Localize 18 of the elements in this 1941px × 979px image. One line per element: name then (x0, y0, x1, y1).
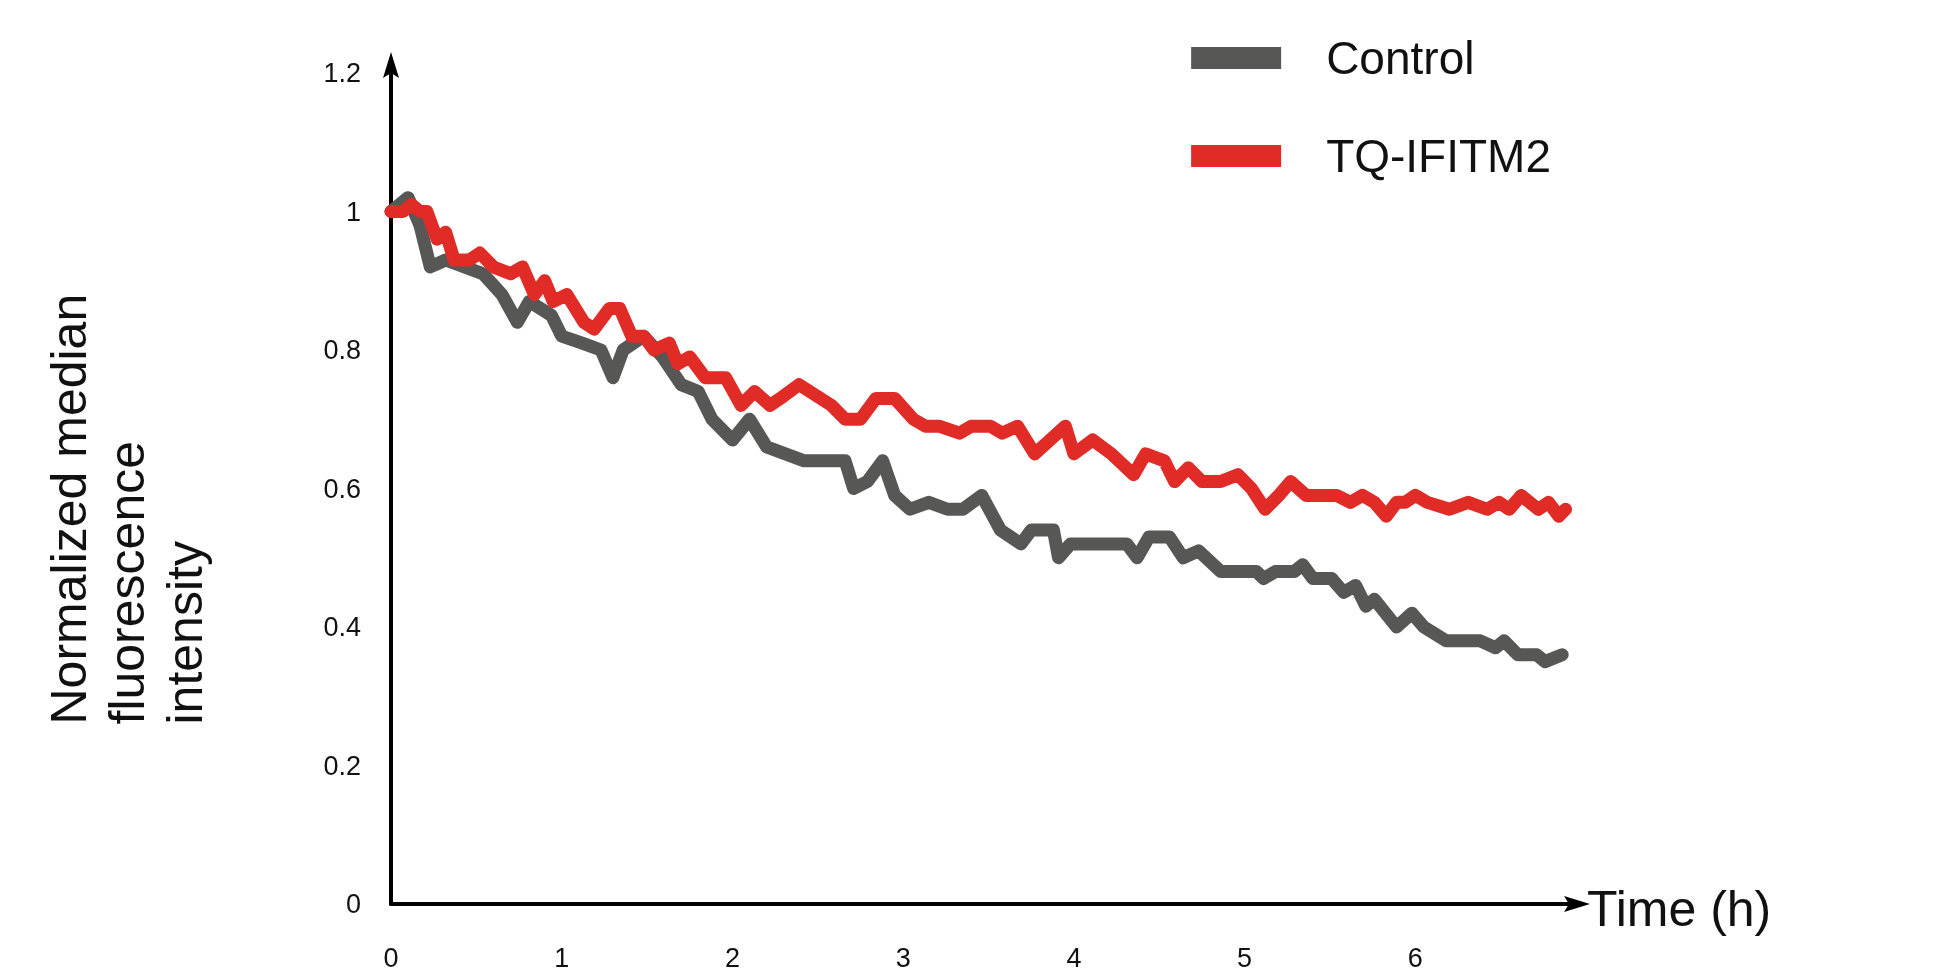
x-tick-label: 2 (724, 942, 740, 973)
y-tick-label: 0 (345, 889, 361, 919)
y-tick-label: 1.2 (323, 58, 361, 88)
x-tick-label: 3 (895, 942, 911, 973)
legend-label: Control (1326, 32, 1475, 84)
x-tick-label: 1 (554, 942, 570, 973)
x-tick-label: 6 (1407, 942, 1423, 973)
y-tick-label: 1 (345, 196, 361, 227)
y-tick-label: 0.6 (323, 473, 361, 504)
y-tick-label: 0.2 (323, 750, 361, 781)
y-tick-label: 0.4 (323, 612, 361, 642)
x-tick-label: 4 (1066, 942, 1082, 973)
y-axis-title: Normalized median fluorescence intensity (41, 279, 213, 725)
x-axis-title: Time (h) (1587, 881, 1772, 937)
legend-label: TQ-IFITM2 (1326, 130, 1551, 182)
x-tick-label: 0 (383, 942, 399, 973)
x-tick-label: 5 (1237, 942, 1253, 973)
y-tick-label: 0.8 (323, 335, 361, 365)
